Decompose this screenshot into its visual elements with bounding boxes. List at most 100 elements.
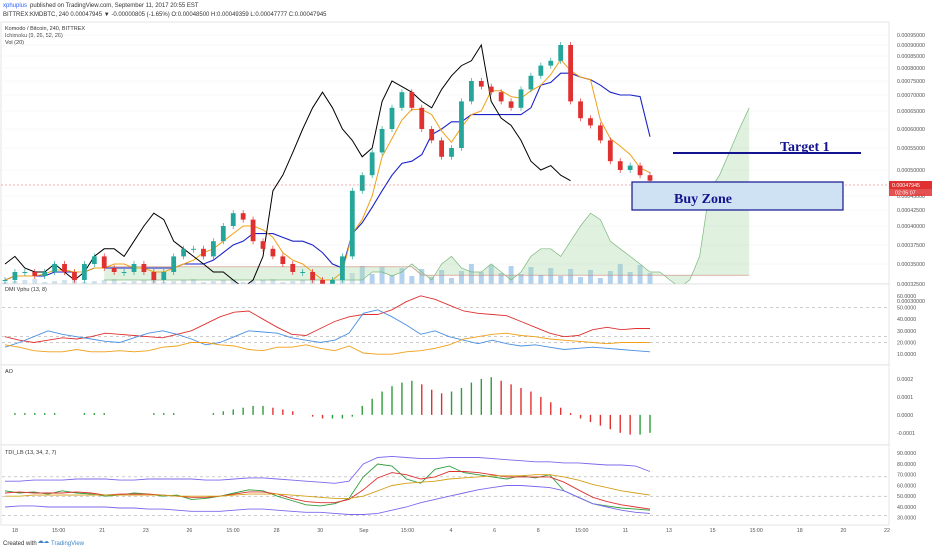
candle-body xyxy=(379,129,385,153)
footer: Created with TradingView xyxy=(3,540,85,547)
volume-bar xyxy=(250,281,256,284)
volume-bar xyxy=(488,265,494,284)
pane-tick-label: 90.0000 xyxy=(897,451,916,457)
ao-tick-label: 0.0000 xyxy=(897,413,913,419)
main-price-axis[interactable]: 0.00030000 0.00032500 0.00035000 0.00037500… xyxy=(897,33,925,305)
pane-tick-label: 10.0000 xyxy=(897,352,916,358)
time-tick-label: 21 xyxy=(99,528,105,534)
ao-pane: AO 0.0002 0.0001 0.0000 -0.0001 xyxy=(0,364,915,446)
candle-body xyxy=(468,81,474,102)
buy-zone-box[interactable] xyxy=(631,181,844,211)
countdown-text: 02:05:07 xyxy=(895,191,916,197)
ao-tick-label: 0.0001 xyxy=(897,395,913,401)
time-tick-label: 26 xyxy=(186,528,192,534)
candle-body xyxy=(627,165,633,170)
series-line xyxy=(4,463,651,511)
volume-bar xyxy=(121,282,127,284)
volume-bar xyxy=(478,272,484,284)
dmi-pane-frame xyxy=(0,283,890,366)
series-line xyxy=(4,309,651,353)
pane-tick-label: 40.0000 xyxy=(897,505,916,511)
volume-bar xyxy=(617,264,623,284)
pane-tick-label: 30.0000 xyxy=(897,516,916,522)
candle-body xyxy=(181,248,187,257)
volume-bar xyxy=(141,280,147,284)
series-line xyxy=(5,455,651,484)
tdi-pane-frame xyxy=(0,444,890,526)
series-line xyxy=(4,332,650,355)
candle-body xyxy=(260,241,266,249)
candle-body xyxy=(488,86,494,93)
candle-body xyxy=(250,219,256,242)
time-tick-label: 15:00 xyxy=(52,528,65,534)
volume-bar xyxy=(171,281,177,284)
time-tick-label: 18 xyxy=(797,528,803,534)
candle-body xyxy=(558,45,564,61)
volume-bar xyxy=(91,281,97,284)
countdown-tag xyxy=(889,189,932,196)
volume-bar xyxy=(101,280,107,284)
volume-bar xyxy=(419,269,425,284)
volume-bar xyxy=(52,281,58,284)
time-tick-label: 15:00 xyxy=(575,528,588,534)
candle-body xyxy=(280,256,286,264)
ao-pane-frame xyxy=(0,364,890,446)
volume-bar xyxy=(32,279,38,284)
volume-bar xyxy=(111,279,117,284)
candle-body xyxy=(91,256,97,264)
candle-body xyxy=(201,248,206,257)
volume-bar xyxy=(200,282,206,284)
candle-body xyxy=(270,248,276,257)
candle-body xyxy=(538,65,544,76)
cloud-area xyxy=(104,107,750,288)
volume-bar xyxy=(230,279,236,284)
volume-bar xyxy=(260,280,266,284)
volume-bar xyxy=(409,276,415,284)
candle-body xyxy=(568,45,574,102)
time-tick-label: 28 xyxy=(274,528,280,534)
time-tick-label: 23 xyxy=(143,528,149,534)
time-tick-label: 15:00 xyxy=(750,528,763,534)
volume-bar xyxy=(280,282,286,284)
candle-body xyxy=(12,272,18,280)
time-tick-label: 8 xyxy=(537,528,540,534)
time-axis[interactable]: 18 15:00 21 23 26 15:00 28 30 Sep 15:00 4 6 8 15:00 11… xyxy=(12,528,890,534)
candle-body xyxy=(240,213,246,220)
pane-tick-label: 60.0000 xyxy=(897,483,916,489)
candle-body xyxy=(439,140,445,157)
candle-body xyxy=(52,264,58,272)
price-tick-label: 0.00037500 xyxy=(897,243,925,249)
pane-tick-label: 30.0000 xyxy=(897,329,916,335)
senkou-span-a xyxy=(104,107,750,288)
dmi-plot: 10.0000 20.0000 30.0000 40.0000 50.0000 60.00… xyxy=(2,294,916,358)
volume-bar xyxy=(290,281,296,284)
candle-body xyxy=(548,60,554,66)
candle-body xyxy=(230,213,236,226)
volume-bar xyxy=(300,280,306,284)
volume-bar xyxy=(220,280,226,284)
pane-tick-label: 20.0000 xyxy=(897,341,916,347)
price-tick-label: 0.00075000 xyxy=(897,79,925,85)
candle-body xyxy=(310,272,316,280)
volume-bar xyxy=(210,281,216,284)
senkou-span-b xyxy=(104,266,750,276)
brand-text[interactable]: TradingView xyxy=(51,541,85,547)
candle-body xyxy=(449,148,454,157)
tdi-title: TDI_LB (13, 34, 2, 7) xyxy=(5,450,57,456)
publisher-link[interactable]: xphuplus xyxy=(3,3,27,9)
tdi-pane: TDI_LB (13, 34, 2, 7) 30.0000 40.0000 50.0… xyxy=(0,444,916,526)
volume-bar xyxy=(131,281,137,284)
candle-body xyxy=(399,92,405,108)
created-with-text: Created with xyxy=(3,541,37,547)
volume-bar xyxy=(647,273,653,284)
volume-bar xyxy=(22,280,28,284)
volume-bar xyxy=(607,271,613,284)
price-tick-label: 0.00090000 xyxy=(897,43,925,49)
candle-body xyxy=(637,165,643,176)
candle-body xyxy=(419,107,425,129)
ao-title: AO xyxy=(5,369,14,375)
candle-body xyxy=(121,272,127,273)
buy-zone-label: Buy Zone xyxy=(674,192,732,207)
candle-body xyxy=(617,161,623,170)
